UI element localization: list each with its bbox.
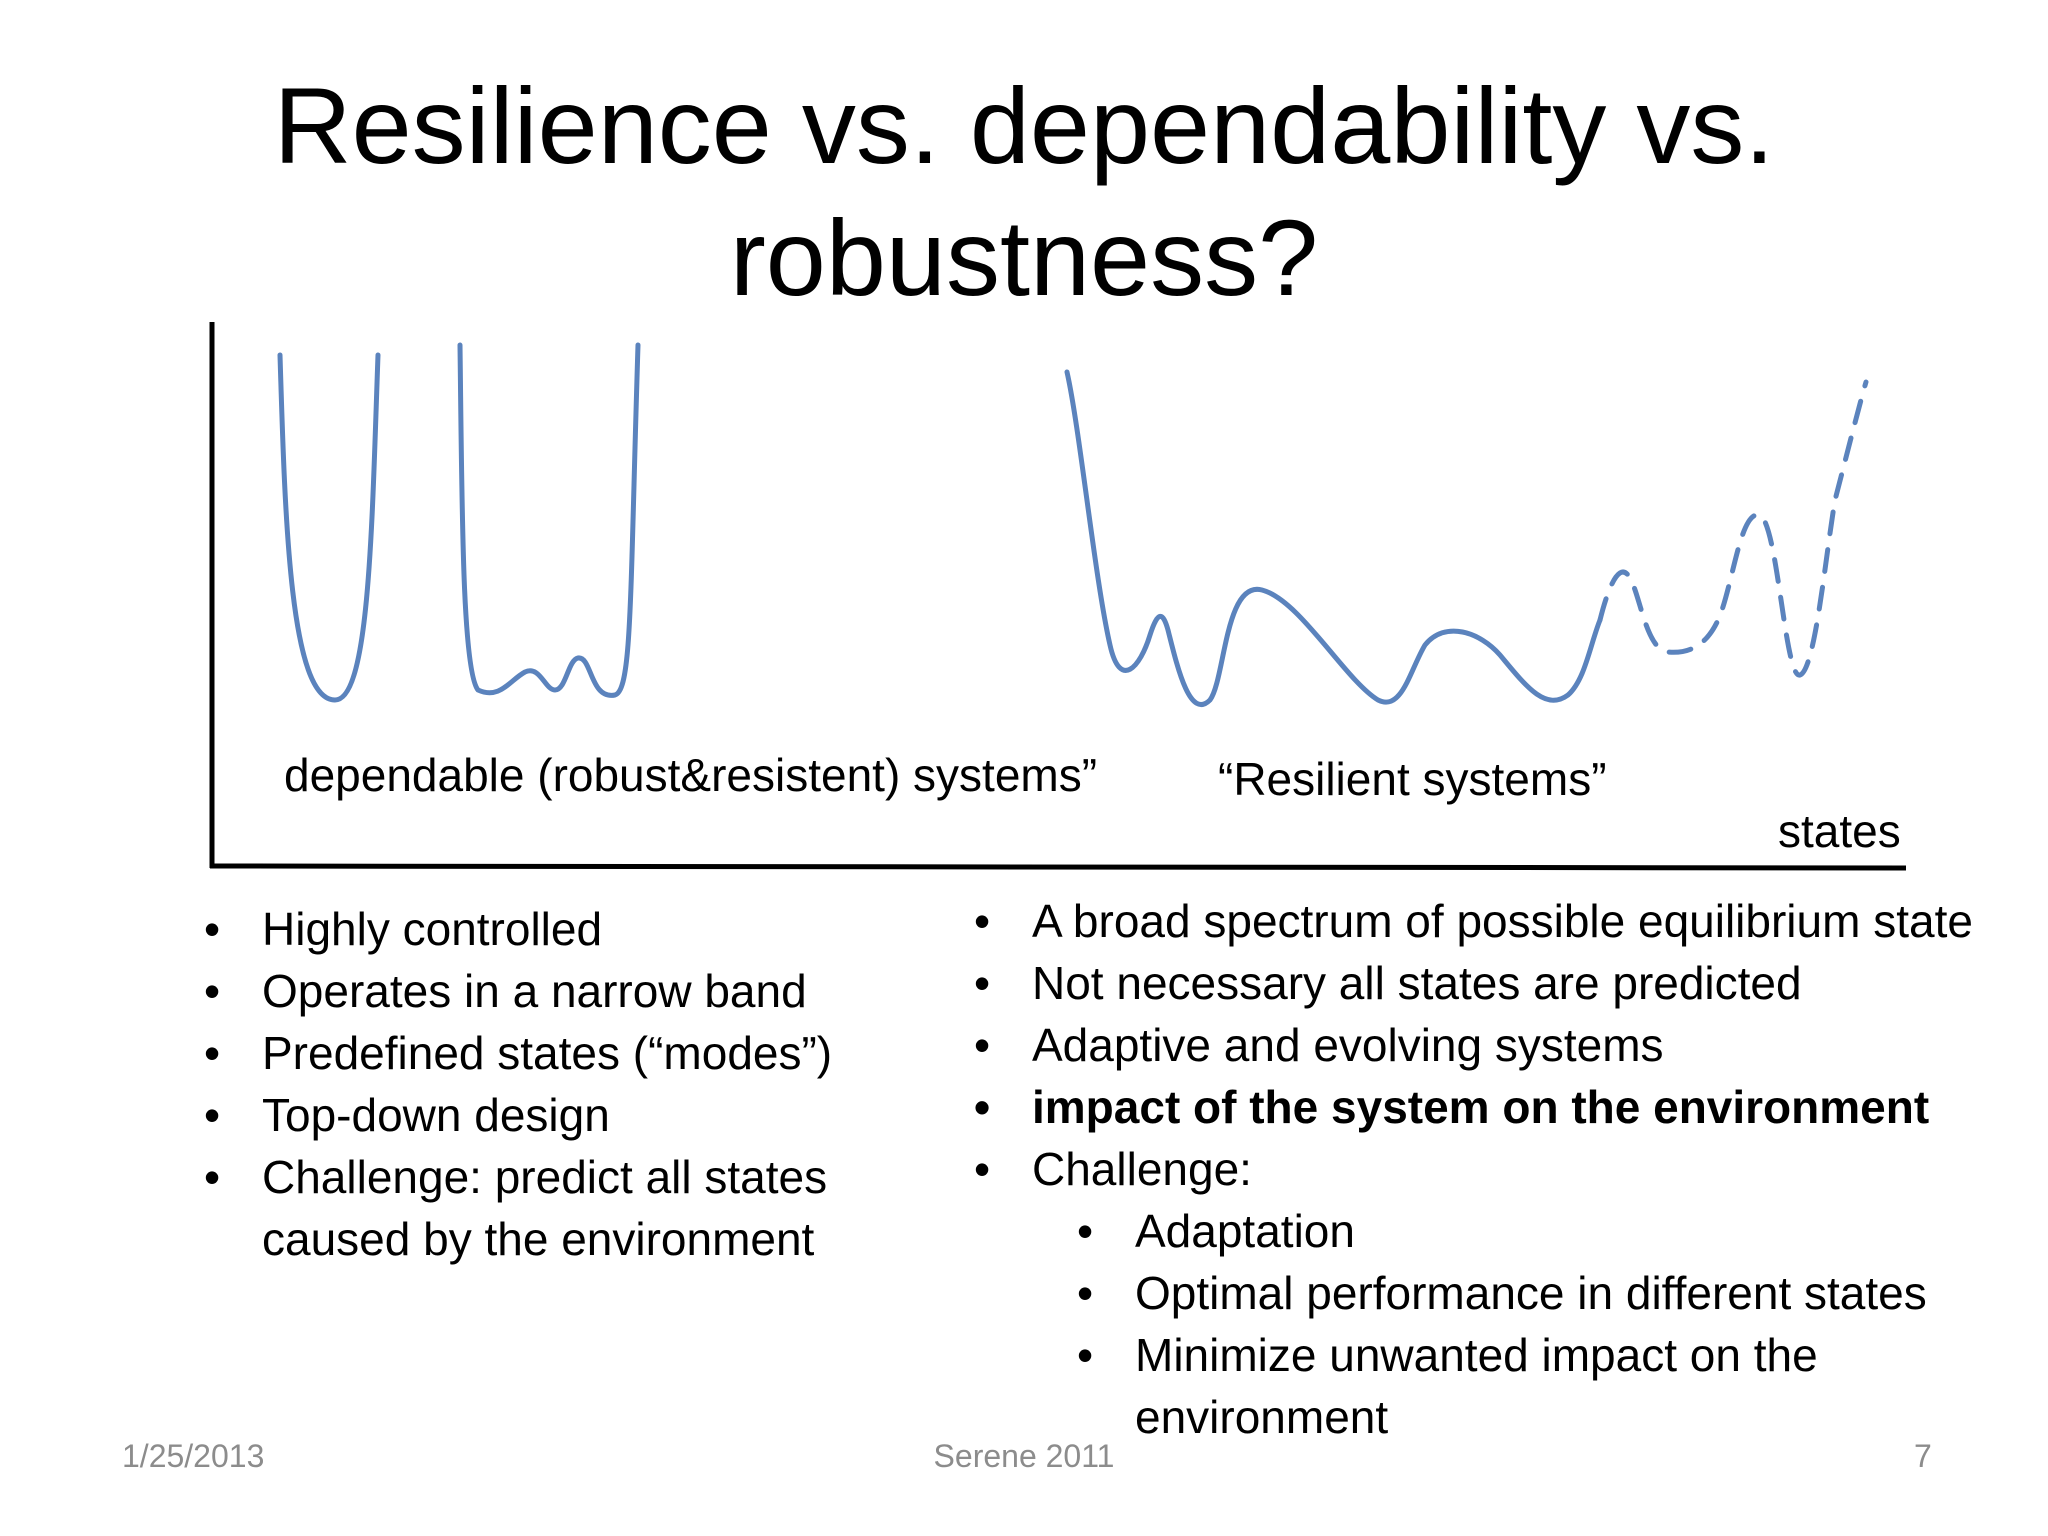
resilient-curve-unpredicted-states (1597, 379, 1869, 678)
list-item: Challenge: Adaptation Optimal performanc… (974, 1138, 2034, 1448)
list-item: Not necessary all states are predicted (974, 952, 2034, 1014)
x-axis-label: states (1778, 805, 1901, 857)
list-item: A broad spectrum of possible equilibrium… (974, 890, 2034, 952)
resilient-curve (1064, 369, 1603, 707)
sub-list-item: Minimize unwanted impact on the environm… (1077, 1324, 1977, 1448)
list-item-label: Challenge: (1032, 1143, 1252, 1195)
list-item: Challenge: predict all states caused by … (204, 1146, 924, 1270)
list-item: Adaptive and evolving systems (974, 1014, 2034, 1076)
title-line-2: robustness? (729, 197, 1319, 318)
label-dependable-systems: dependable (robust&resistent) systems” (284, 749, 1098, 801)
label-resilient-systems: “Resilient systems” (1218, 753, 1607, 805)
right-bullet-list: A broad spectrum of possible equilibrium… (974, 890, 2034, 1448)
challenge-sub-list: Adaptation Optimal performance in differ… (1077, 1200, 1977, 1448)
slide-title: Resilience vs. dependability vs. robustn… (0, 60, 2048, 324)
title-line-1: Resilience vs. dependability vs. (273, 65, 1775, 186)
dependable-curve-single-well (277, 352, 381, 703)
list-item: Top-down design (204, 1084, 924, 1146)
dependable-curve-multi-well (457, 342, 641, 698)
sub-list-item: Optimal performance in different states (1077, 1262, 1977, 1324)
footer-center-text: Serene 2011 (933, 1438, 1115, 1474)
footer-date: 1/25/2013 (122, 1438, 265, 1474)
list-item-emphasized: impact of the system on the environment (974, 1076, 2034, 1138)
list-item: Predefined states (“modes”) (204, 1022, 924, 1084)
list-item: Highly controlled (204, 898, 924, 960)
list-item: Operates in a narrow band (204, 960, 924, 1022)
footer-page-number: 7 (1914, 1438, 1932, 1474)
x-axis (209, 863, 1907, 871)
left-bullet-list: Highly controlled Operates in a narrow b… (204, 898, 924, 1270)
sub-list-item: Adaptation (1077, 1200, 1977, 1262)
